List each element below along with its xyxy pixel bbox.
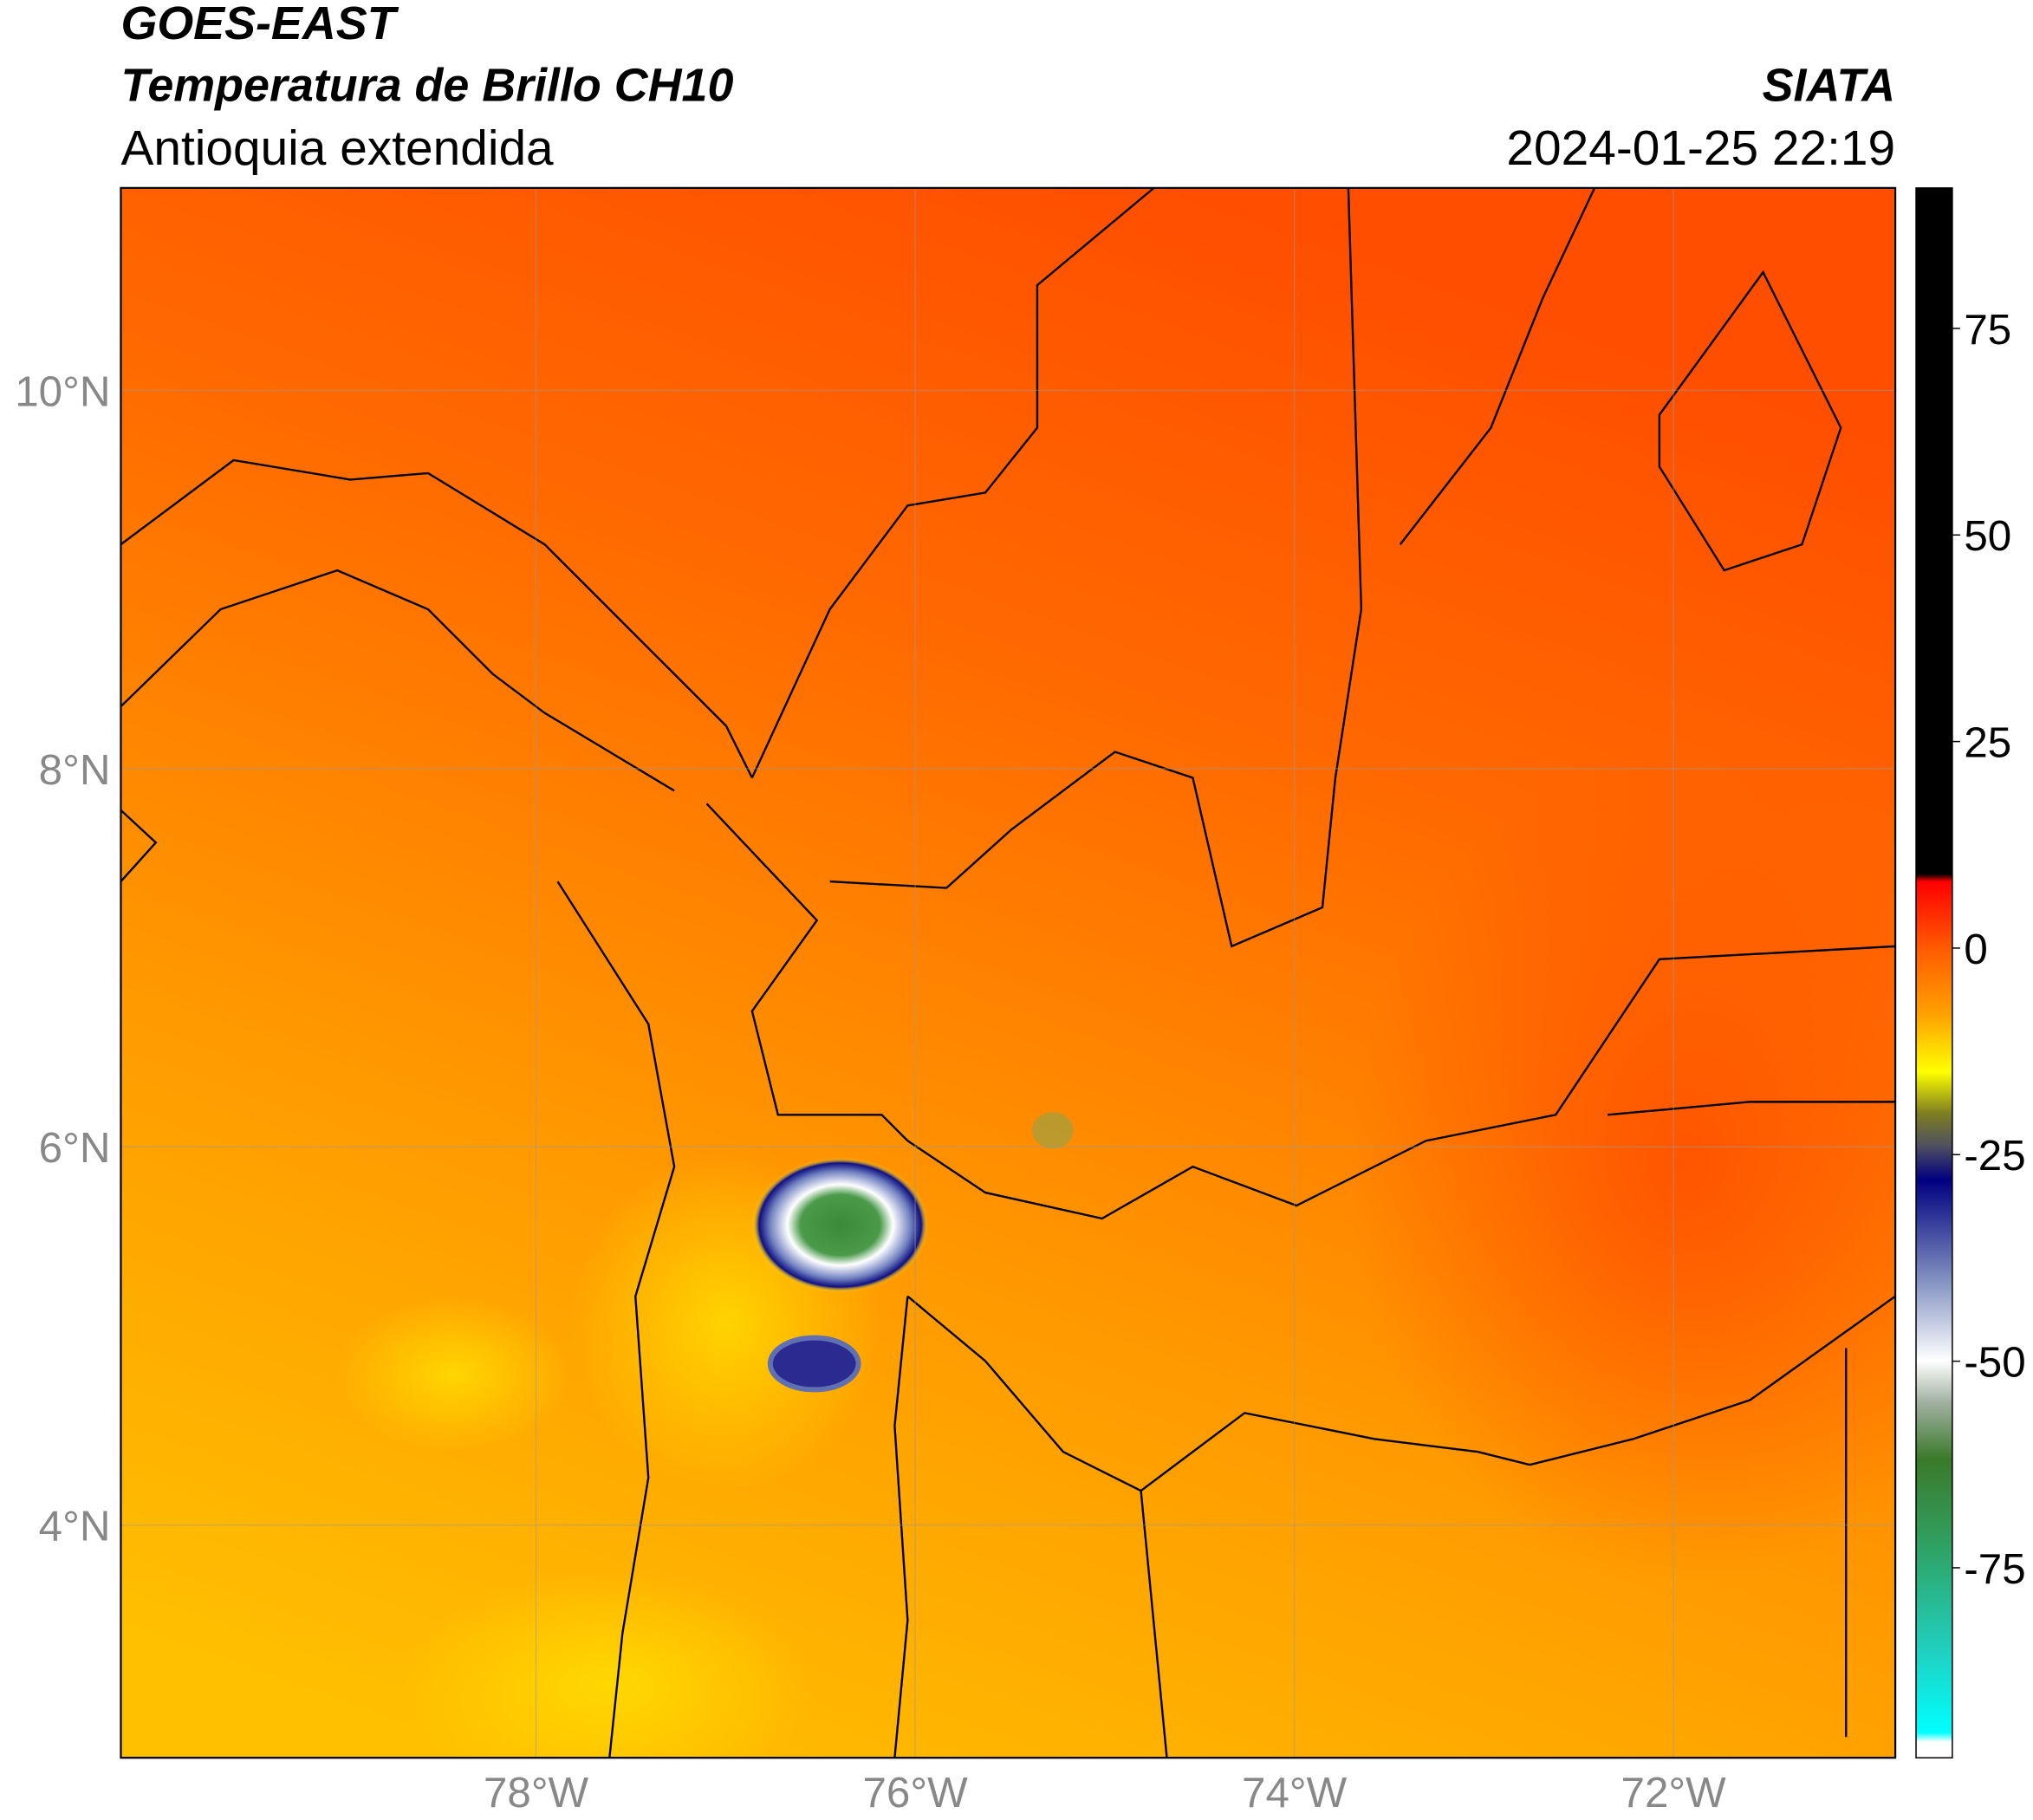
timestamp: 2024-01-25 22:19	[1506, 121, 1895, 176]
colorbar-tick-label: 75	[1964, 306, 2011, 354]
lon-tick-label: 74°W	[1242, 1769, 1348, 1817]
grid	[120, 187, 1896, 1758]
title: GOES-EAST	[120, 0, 399, 49]
lon-tick-label: 72°W	[1621, 1769, 1727, 1817]
ticks: 78°W 76°W 74°W 72°W 10°N 8°N 6°N 4°N 75 50 25 0 -25 -…	[15, 306, 2025, 1817]
colorbar-tick-label: 25	[1964, 719, 2011, 767]
source: SIATA	[1763, 60, 1896, 112]
lat-tick-label: 8°N	[39, 746, 111, 794]
lon-tick-label: 78°W	[484, 1769, 589, 1817]
region: Antioquia extendida	[120, 121, 554, 176]
borders	[120, 187, 1896, 1758]
map-frame	[120, 186, 1897, 1759]
colorbar-tick-label: 0	[1964, 926, 1987, 973]
colorbar-tick-label: 50	[1964, 512, 2011, 560]
subtitle: Temperatura de Brillo CH10	[120, 60, 733, 112]
colorbar-tick-label: -50	[1964, 1339, 2025, 1387]
colorbar	[1915, 187, 1953, 1758]
map-image	[120, 187, 1896, 1758]
colorbar-tick-label: -75	[1964, 1545, 2025, 1593]
lat-tick-label: 6°N	[39, 1124, 111, 1172]
colorbar-tick-label: -25	[1964, 1132, 2025, 1180]
lat-tick-label: 4°N	[39, 1503, 111, 1550]
lon-tick-label: 76°W	[862, 1769, 968, 1817]
lat-tick-label: 10°N	[15, 367, 110, 415]
